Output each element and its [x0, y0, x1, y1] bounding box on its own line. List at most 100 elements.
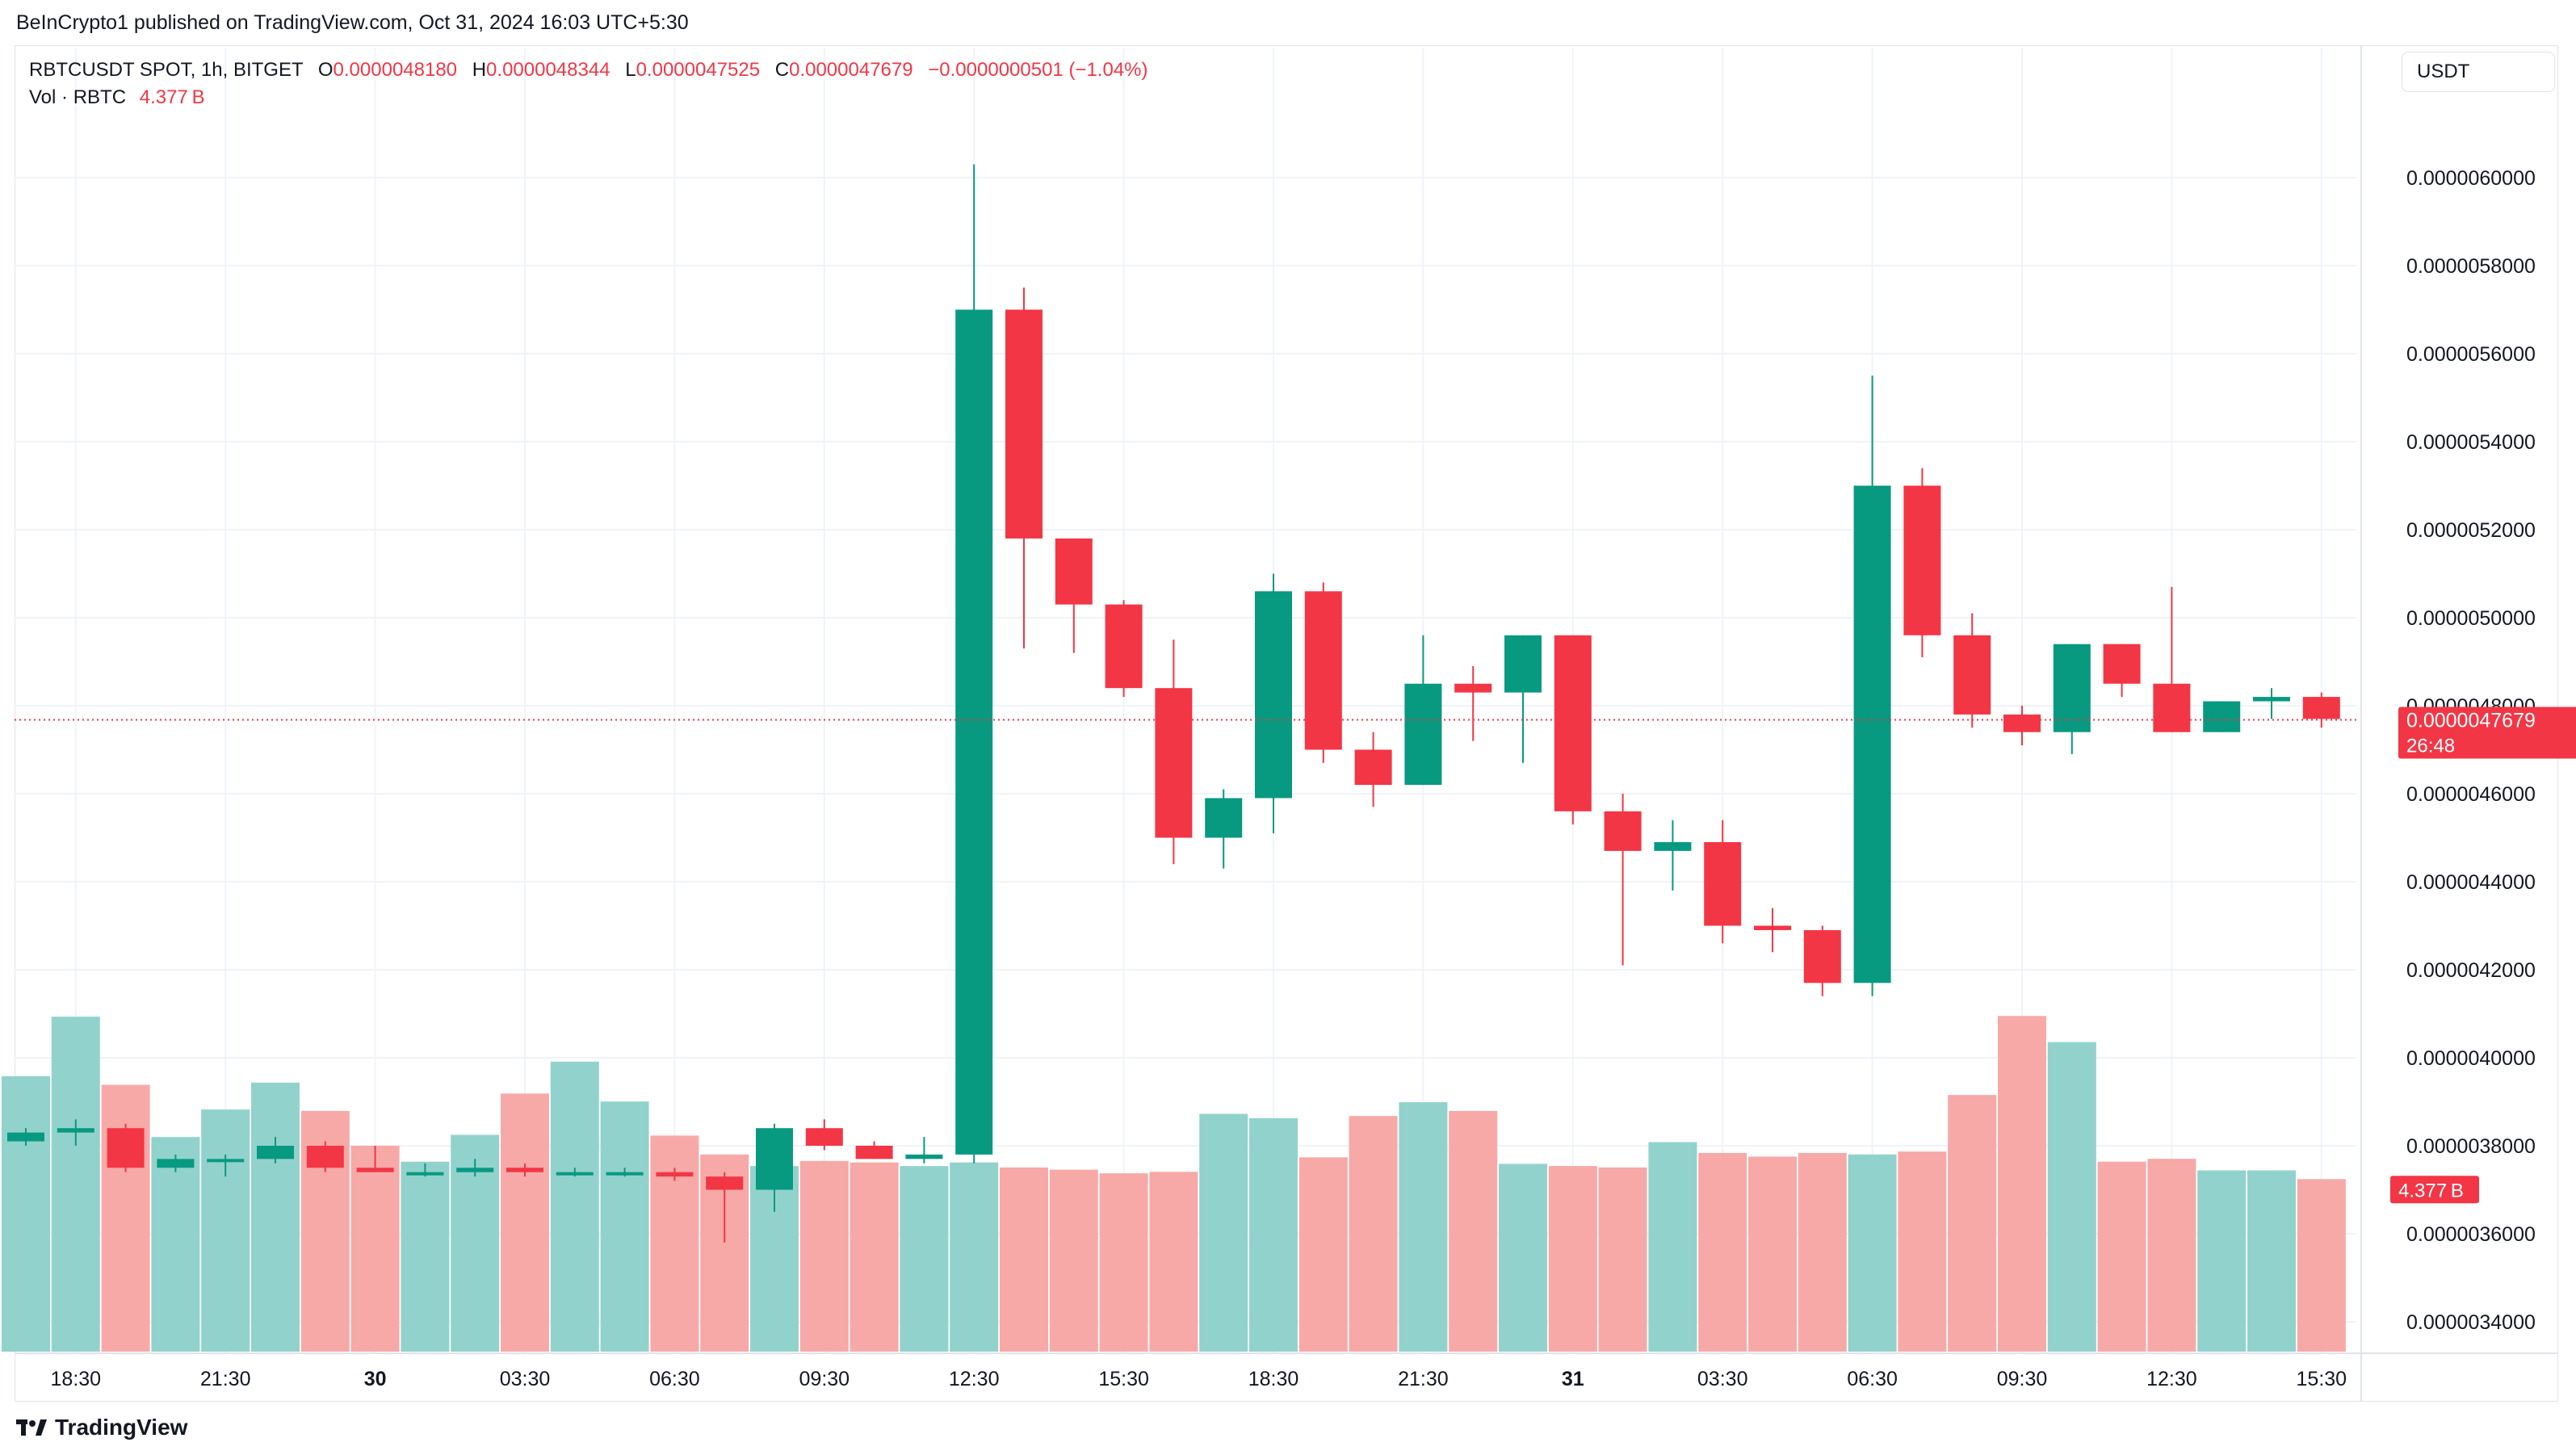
candle-body: [706, 1176, 744, 1190]
price-tick-label: 0.0000046000: [2406, 783, 2536, 806]
candle-body: [2302, 697, 2340, 719]
volume-label[interactable]: Vol · RBTC: [29, 86, 127, 108]
volume-bar: [1349, 1116, 1398, 1352]
candle-body: [506, 1168, 543, 1172]
price-tick-label: 0.0000036000: [2406, 1223, 2536, 1246]
candle-body: [1903, 485, 1941, 635]
candle-body: [1155, 688, 1193, 838]
volume-bar: [1898, 1151, 1947, 1352]
time-tick-label: 21:30: [200, 1368, 251, 1390]
close-value: 0.0000047679: [789, 59, 913, 81]
high-label: H: [472, 59, 487, 81]
close-label: C: [774, 59, 790, 81]
candle-body: [1853, 485, 1891, 983]
candle-body: [2203, 701, 2241, 732]
candle-body: [805, 1128, 843, 1146]
time-tick-label: 06:30: [649, 1368, 700, 1390]
candle-body: [556, 1172, 594, 1176]
volume-value: 4.377 B: [139, 86, 205, 108]
volume-bar: [1399, 1102, 1448, 1352]
tradingview-logo[interactable]: TradingView: [16, 1415, 187, 1440]
candle-body: [1454, 683, 1492, 693]
candle-body: [905, 1154, 943, 1159]
volume-bar: [251, 1082, 300, 1352]
volume-bar: [1848, 1154, 1897, 1352]
last-volume-label: 4.377 B: [2398, 1180, 2464, 1201]
high-value: 0.0000048344: [486, 59, 610, 81]
last-price-label: 0.0000047679: [2406, 709, 2536, 732]
candle-body: [656, 1172, 694, 1177]
low-value: 0.0000047525: [636, 59, 761, 81]
candle-body: [406, 1172, 444, 1176]
volume-bar: [1748, 1156, 1797, 1352]
price-tick-label: 0.0000050000: [2406, 607, 2536, 630]
symbol-label[interactable]: RBTCUSDT SPOT, 1h, BITGET: [29, 59, 304, 81]
ohlc-legend-row: RBTCUSDT SPOT, 1h, BITGET O0.0000048180 …: [29, 57, 1148, 84]
volume-bar: [1548, 1166, 1597, 1352]
candle-body: [257, 1146, 294, 1159]
time-tick-label: 18:30: [1248, 1368, 1299, 1390]
volume-bar: [600, 1101, 649, 1352]
tradingview-logo-icon: [16, 1419, 47, 1436]
candle-body: [2253, 697, 2290, 702]
volume-bar: [51, 1017, 100, 1352]
time-tick-label: 31: [1562, 1368, 1584, 1390]
time-tick-label: 06:30: [1847, 1368, 1898, 1390]
volume-bar: [850, 1162, 899, 1352]
candle-body: [1754, 925, 1791, 930]
candle-body: [606, 1172, 644, 1176]
time-tick-label: 12:30: [2146, 1368, 2197, 1390]
price-tick-label: 0.0000038000: [2406, 1135, 2536, 1158]
time-tick-label: 15:30: [2297, 1368, 2347, 1390]
time-tick-label: 15:30: [1098, 1368, 1149, 1390]
time-tick-label: 12:30: [949, 1368, 1000, 1390]
candle-body: [1354, 749, 1392, 786]
volume-bar: [900, 1166, 949, 1352]
time-tick-label: 18:30: [51, 1368, 102, 1390]
volume-bar: [401, 1161, 450, 1352]
time-tick-label: 30: [364, 1368, 387, 1390]
currency-button[interactable]: USDT: [2402, 52, 2555, 92]
open-value: 0.0000048180: [333, 59, 458, 81]
candle-body: [1803, 929, 1841, 983]
price-tick-label: 0.0000042000: [2406, 959, 2536, 982]
volume-bar: [1798, 1152, 1847, 1352]
price-tick-label: 0.0000058000: [2406, 255, 2536, 278]
candle-body: [1504, 635, 1542, 693]
candle-body: [157, 1159, 195, 1168]
price-tick-label: 0.0000060000: [2406, 167, 2536, 190]
candle-body: [1554, 635, 1592, 811]
volume-legend-row: Vol · RBTC 4.377 B: [29, 84, 1148, 111]
candle-body: [2103, 644, 2141, 684]
volume-bar: [1998, 1016, 2046, 1352]
volume-bar: [151, 1137, 200, 1352]
price-tick-label: 0.0000052000: [2406, 519, 2536, 542]
volume-bar: [1199, 1113, 1248, 1352]
candle-body: [1255, 591, 1292, 799]
volume-bar: [1499, 1164, 1547, 1352]
candle-body: [107, 1128, 145, 1168]
candle-body: [1704, 841, 1742, 926]
candle-body: [456, 1168, 494, 1172]
price-tick-label: 0.0000044000: [2406, 871, 2536, 894]
price-tick-label: 0.0000056000: [2406, 343, 2536, 366]
candle-body: [1654, 841, 1692, 851]
volume-bar: [1149, 1172, 1198, 1352]
candle-body: [1953, 635, 1991, 715]
candle-body: [955, 309, 993, 1155]
candle-body: [1404, 683, 1442, 786]
tradingview-brand: TradingView: [55, 1415, 188, 1440]
volume-bar: [2097, 1161, 2146, 1352]
candle-body: [1604, 811, 1642, 851]
volume-bar: [1249, 1117, 1298, 1352]
volume-bar: [2247, 1170, 2296, 1352]
last-price-tag: [2398, 707, 2576, 759]
publisher-line: BeInCrypto1 published on TradingView.com…: [16, 11, 689, 34]
volume-bar: [1648, 1142, 1697, 1352]
candle-body: [1055, 538, 1093, 605]
candle-body: [1304, 591, 1342, 750]
candle-body: [2053, 644, 2091, 732]
volume-bar: [1099, 1173, 1148, 1352]
volume-bar: [501, 1093, 549, 1352]
